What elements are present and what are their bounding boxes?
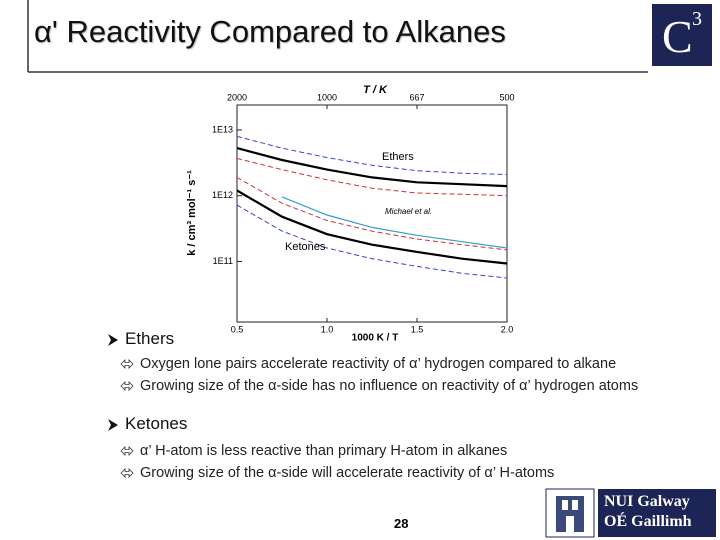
top-tick-label: 667	[409, 92, 424, 102]
series-line	[236, 157, 508, 197]
y-axis-title: k / cm³ mol⁻¹ s⁻¹	[186, 170, 198, 256]
bullet-arrow	[120, 446, 134, 456]
series-line	[281, 196, 508, 249]
series-line	[236, 176, 508, 251]
top-axis-title: T / K	[363, 84, 388, 96]
annotation: Ethers	[382, 151, 414, 163]
bullet-point: α’ H-atom is less reactive than primary …	[120, 443, 507, 459]
footer-logo: NUI Galway OÉ Gaillimh	[598, 489, 716, 537]
annotation: Ketones	[285, 241, 326, 253]
logo-line: NUI Galway	[604, 493, 690, 510]
x-tick-label: 1.0	[321, 324, 334, 334]
bullet-point: Oxygen lone pairs accelerate reactivity …	[120, 356, 616, 372]
series-line	[236, 135, 508, 175]
plot-frame	[236, 104, 508, 323]
bullet-arrow	[120, 381, 134, 391]
bullet-icon	[108, 334, 118, 346]
section-heading: Ethers	[125, 329, 175, 348]
x-tick-label: 0.5	[231, 324, 244, 334]
y-tick-label: 1E11	[213, 256, 233, 266]
logo-sup: 3	[692, 8, 702, 30]
page-number: 28	[394, 516, 409, 531]
bullet-point: Growing size of the α-side will accelera…	[120, 465, 554, 481]
x-tick-label: 1.5	[411, 324, 424, 334]
bullet-text: Growing size of the α-side will accelera…	[140, 465, 555, 481]
bullet-arrow	[120, 468, 134, 478]
crest	[545, 488, 595, 538]
section-heading: Ketones	[125, 414, 188, 433]
logo: C 3	[652, 4, 712, 66]
y-tick-label: 1E12	[212, 190, 233, 200]
bullet-text: Growing size of the α-side has no influe…	[140, 378, 639, 394]
bullet-point: Growing size of the α-side has no influe…	[120, 378, 638, 394]
bullet-icon	[108, 419, 118, 431]
bullet-arrow	[120, 359, 134, 369]
series-line	[236, 189, 508, 265]
logo-letter: C	[662, 11, 693, 62]
x-axis-title: 1000 K / T	[352, 333, 399, 344]
series-line	[236, 204, 508, 279]
top-tick-label: 500	[499, 92, 514, 102]
top-tick-label: 2000	[227, 92, 247, 102]
bullet-text: α’ H-atom is less reactive than primary …	[140, 443, 508, 459]
series-line	[236, 147, 508, 188]
bullet-icons	[108, 334, 118, 431]
y-tick-label: 1E13	[212, 124, 233, 134]
top-tick-label: 1000	[317, 92, 337, 102]
annotation: Michael et al.	[385, 207, 432, 216]
bullet-text: Oxygen lone pairs accelerate reactivity …	[140, 356, 617, 372]
x-tick-label: 2.0	[501, 324, 514, 334]
logo-line: OÉ Gaillimh	[604, 513, 692, 530]
slide-title: α' Reactivity Compared to Alkanes	[34, 14, 506, 49]
